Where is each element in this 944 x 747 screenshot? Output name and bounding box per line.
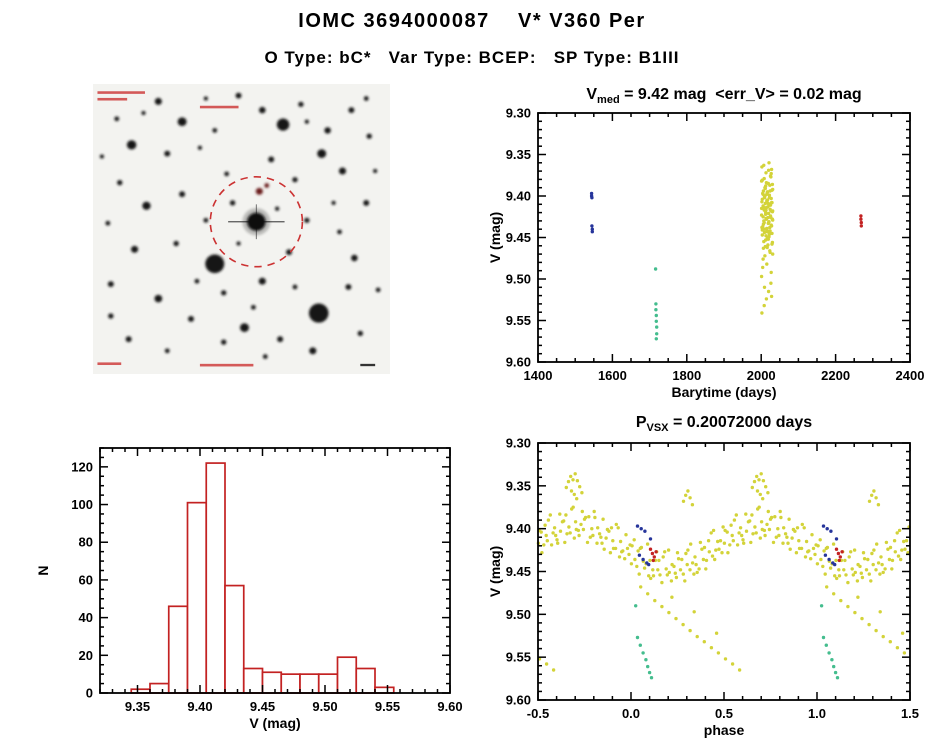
phase-title-prefix: P: [635, 414, 647, 431]
phase-ylabel: V (mag): [488, 546, 503, 597]
svg-text:9.40: 9.40: [187, 699, 212, 714]
svg-text:9.50: 9.50: [506, 272, 531, 287]
target-aperture-circle: [209, 176, 304, 268]
histogram-xlabel: V (mag): [249, 715, 300, 731]
svg-text:0: 0: [86, 686, 93, 701]
axis-ticks: [99, 447, 451, 694]
svg-text:0.0: 0.0: [622, 706, 640, 721]
series-folded-yellow: [536, 472, 911, 672]
lightcurve-ylabel: V (mag): [488, 212, 503, 263]
lightcurve-chart: 1400 1600 1800 2000 2200 2400 9.30 9.35 9.40 9.45…: [488, 108, 940, 402]
svg-text:100: 100: [71, 497, 93, 512]
phase-chart: -0.5 0.0 0.5 1.0 1.5 9.30 9.35 9.40 9.45 9.50 9.55…: [488, 436, 940, 742]
phase-title-rest: = 0.20072000 days: [668, 414, 813, 431]
tick-labels: 1400 1600 1800 2000 2200 2400 9.30 9.35 9.40 9.45…: [506, 108, 925, 383]
svg-text:9.35: 9.35: [125, 699, 150, 714]
histogram-chart: 9.35 9.40 9.45 9.50 9.55 9.60 0 20 40 60 80 100 120 V…: [28, 440, 470, 740]
series-epoch4-red: [859, 214, 863, 228]
svg-text:9.50: 9.50: [506, 607, 531, 622]
series-epoch2-teal: [653, 267, 659, 341]
lightcurve-title-rest: = 9.42 mag <err_V> = 0.02 mag: [619, 86, 862, 103]
svg-text:2400: 2400: [896, 368, 925, 383]
svg-text:80: 80: [79, 535, 93, 550]
histogram-ylabel: N: [35, 565, 51, 575]
tick-labels: -0.5 0.0 0.5 1.0 1.5 9.30 9.35 9.40 9.45 9.50 9.55…: [506, 436, 919, 721]
svg-text:9.60: 9.60: [506, 693, 531, 708]
series-folded-red: [648, 547, 844, 563]
svg-text:9.45: 9.45: [506, 230, 531, 245]
svg-text:120: 120: [71, 459, 93, 474]
svg-text:60: 60: [79, 572, 93, 587]
target-star: [228, 204, 285, 240]
svg-text:9.30: 9.30: [506, 108, 531, 121]
finder-red-annotations: [97, 91, 254, 367]
svg-text:9.60: 9.60: [506, 355, 531, 370]
svg-text:1400: 1400: [524, 368, 553, 383]
svg-text:1.5: 1.5: [901, 706, 919, 721]
svg-text:9.45: 9.45: [506, 564, 531, 579]
lightcurve-title: Vmed = 9.42 mag <err_V> = 0.02 mag: [488, 84, 940, 108]
svg-text:9.30: 9.30: [506, 436, 531, 451]
histogram-plot: 9.35 9.40 9.45 9.50 9.55 9.60 0 20 40 60 80 100 120 V…: [35, 447, 463, 731]
histogram-panel: 9.35 9.40 9.45 9.50 9.55 9.60 0 20 40 60 80 100 120 V…: [28, 440, 470, 740]
phase-xlabel: phase: [704, 722, 745, 738]
svg-text:20: 20: [79, 648, 93, 663]
lightcurve-panel: Vmed = 9.42 mag <err_V> = 0.02 mag 1400 1…: [488, 84, 940, 402]
histogram-frame: [99, 447, 451, 694]
svg-text:-0.5: -0.5: [527, 706, 549, 721]
svg-text:9.55: 9.55: [506, 313, 531, 328]
svg-text:9.40: 9.40: [506, 521, 531, 536]
series-epoch3-yellow: [759, 161, 775, 315]
tick-labels: 9.35 9.40 9.45 9.50 9.55 9.60 0 20 40 60 80 100 120: [71, 459, 462, 714]
svg-text:2200: 2200: [821, 368, 850, 383]
phase-title-sub: VSX: [646, 422, 669, 435]
finder-chart-image: [93, 84, 390, 374]
svg-text:9.35: 9.35: [506, 147, 531, 162]
axis-ticks: [537, 112, 911, 363]
svg-text:1.0: 1.0: [808, 706, 826, 721]
phase-panel: PVSX = 0.20072000 days -0.5 0.0 0.5 1.0 1.5 9…: [488, 412, 940, 742]
red-tinted-stars: [255, 183, 270, 195]
finder-scale-mark: [360, 363, 376, 367]
lightcurve-plot: 1400 1600 1800 2000 2200 2400 9.30 9.35 9.40 9.45…: [488, 108, 925, 400]
svg-text:1800: 1800: [672, 368, 701, 383]
lightcurve-xlabel: Barytime (days): [671, 384, 776, 400]
page-subtitle: O Type: bC* Var Type: BCEP: SP Type: B1I…: [264, 48, 680, 67]
lightcurve-title-sub: med: [597, 94, 620, 107]
svg-text:0.5: 0.5: [715, 706, 733, 721]
finder-sky-image: [93, 84, 390, 374]
page-title: IOMC 3694000087 V* V360 Per: [298, 10, 646, 32]
svg-text:9.55: 9.55: [506, 650, 531, 665]
phase-title: PVSX = 0.20072000 days: [488, 412, 940, 436]
svg-text:9.40: 9.40: [506, 189, 531, 204]
phase-frame: [537, 442, 911, 701]
svg-text:9.60: 9.60: [437, 699, 462, 714]
svg-text:40: 40: [79, 610, 93, 625]
series-epoch1-blue: [589, 191, 594, 234]
series-folded-blue: [635, 524, 839, 567]
svg-text:2000: 2000: [747, 368, 776, 383]
phase-plot: -0.5 0.0 0.5 1.0 1.5 9.30 9.35 9.40 9.45 9.50 9.55…: [488, 436, 919, 738]
lightcurve-title-prefix: V: [586, 86, 598, 103]
svg-text:9.35: 9.35: [506, 478, 531, 493]
histogram-bars: [130, 462, 395, 694]
series-folded-teal: [634, 604, 840, 680]
star-field: [99, 92, 381, 359]
svg-text:9.50: 9.50: [312, 699, 337, 714]
svg-text:9.55: 9.55: [375, 699, 400, 714]
svg-text:1600: 1600: [598, 368, 627, 383]
svg-text:9.45: 9.45: [250, 699, 275, 714]
lightcurve-frame: [537, 112, 911, 363]
